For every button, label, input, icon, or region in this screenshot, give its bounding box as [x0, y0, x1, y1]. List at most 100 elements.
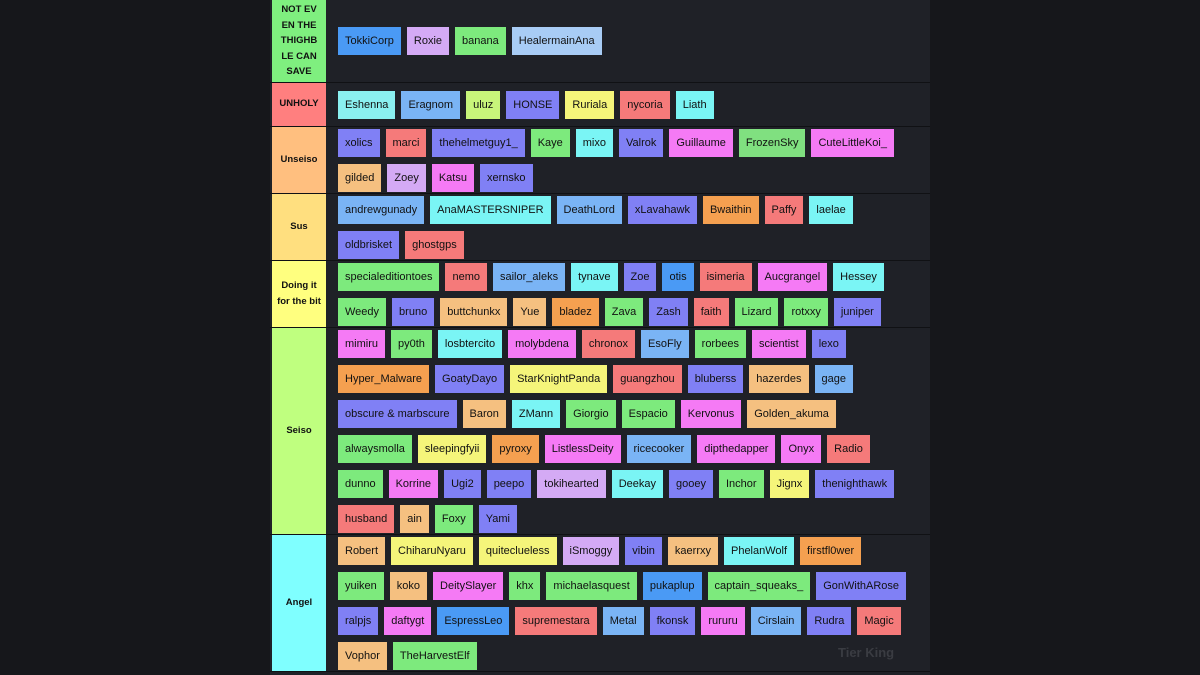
tier-item[interactable]: daftygt	[384, 606, 432, 635]
tier-item[interactable]: Guillaume	[669, 128, 733, 157]
tier-item[interactable]: bluberss	[687, 364, 744, 393]
tier-item[interactable]: molybdena	[508, 329, 576, 358]
tier-item[interactable]: Yue	[513, 297, 547, 326]
tier-item[interactable]: lexo	[811, 329, 846, 358]
tier-item[interactable]: ChiharuNyaru	[391, 536, 473, 565]
tier-item[interactable]: Eragnom	[401, 90, 461, 119]
tier-item[interactable]: rururu	[701, 606, 745, 635]
tier-item[interactable]: Roxie	[406, 27, 450, 56]
tier-item[interactable]: peepo	[486, 469, 532, 498]
tier-item[interactable]: pyroxy	[492, 434, 539, 463]
tier-item[interactable]: CuteLittleKoi_	[811, 128, 894, 157]
tier-item[interactable]: obscure & marbscure	[338, 399, 457, 428]
tier-item[interactable]: captain_squeaks_	[707, 571, 811, 600]
tier-item[interactable]: FrozenSky	[738, 128, 806, 157]
tier-item[interactable]: michaelasquest	[546, 571, 637, 600]
tier-item[interactable]: ain	[400, 504, 429, 533]
tier-item[interactable]: husband	[338, 504, 395, 533]
tier-item[interactable]: mixo	[575, 128, 613, 157]
tier-item[interactable]: Zoe	[623, 262, 657, 291]
tier-item[interactable]: Hessey	[833, 262, 884, 291]
tier-item[interactable]: Liath	[675, 90, 714, 119]
tier-item[interactable]: Korrine	[388, 469, 439, 498]
tier-item[interactable]: EsoFly	[641, 329, 689, 358]
tier-item[interactable]: banana	[455, 27, 506, 56]
tier-item[interactable]: isimeria	[699, 262, 752, 291]
tier-item[interactable]: Lizard	[734, 297, 779, 326]
tier-item[interactable]: Eshenna	[338, 90, 396, 119]
tier-item[interactable]: nemo	[445, 262, 487, 291]
tier-item[interactable]: Kaye	[530, 128, 570, 157]
tier-item[interactable]: Radio	[827, 434, 870, 463]
tier-item[interactable]: sleepingfyii	[417, 434, 487, 463]
tier-item[interactable]: firstfl0wer	[800, 536, 862, 565]
tier-item[interactable]: Hyper_Malware	[338, 364, 430, 393]
tier-item[interactable]: uluz	[466, 90, 501, 119]
tier-item[interactable]: Vophor	[338, 641, 387, 670]
tier-item[interactable]: Baron	[462, 399, 506, 428]
tier-item[interactable]: tokihearted	[537, 469, 606, 498]
tier-item[interactable]: EspressLeo	[437, 606, 510, 635]
tier-item[interactable]: Katsu	[431, 163, 474, 192]
tier-item[interactable]: khx	[509, 571, 541, 600]
tier-item[interactable]: Jignx	[769, 469, 810, 498]
tier-item[interactable]: Ugi2	[444, 469, 481, 498]
tier-item[interactable]: GonWithARose	[816, 571, 907, 600]
tier-item[interactable]: rotxxy	[784, 297, 828, 326]
tier-item[interactable]: Inchor	[719, 469, 764, 498]
tier-item[interactable]: gilded	[338, 163, 382, 192]
tier-item[interactable]: Foxy	[434, 504, 473, 533]
tier-item[interactable]: Aucgrangel	[757, 262, 828, 291]
tier-item[interactable]: DeathLord	[556, 195, 622, 224]
tier-item[interactable]: laelae	[809, 195, 853, 224]
tier-item[interactable]: supremestara	[515, 606, 597, 635]
tier-item[interactable]: Espacio	[621, 399, 675, 428]
tier-item[interactable]: Magic	[857, 606, 901, 635]
tier-item[interactable]: Robert	[338, 536, 386, 565]
tier-item[interactable]: fkonsk	[649, 606, 696, 635]
tier-item[interactable]: chronox	[581, 329, 636, 358]
tier-item[interactable]: dunno	[338, 469, 383, 498]
tier-item[interactable]: Zash	[649, 297, 688, 326]
tier-item[interactable]: tynave	[571, 262, 618, 291]
tier-item[interactable]: HONSE	[506, 90, 560, 119]
tier-item[interactable]: guangzhou	[613, 364, 682, 393]
tier-item[interactable]: Cirslain	[750, 606, 802, 635]
tier-item[interactable]: koko	[389, 571, 428, 600]
tier-item[interactable]: xLavahawk	[627, 195, 697, 224]
tier-item[interactable]: xernsko	[479, 163, 533, 192]
tier-item[interactable]: Zoey	[387, 163, 426, 192]
tier-item[interactable]: ListlessDeity	[544, 434, 621, 463]
tier-item[interactable]: Valrok	[619, 128, 664, 157]
tier-item[interactable]: bladez	[552, 297, 599, 326]
tier-item[interactable]: Paffy	[764, 195, 804, 224]
tier-item[interactable]: bruno	[392, 297, 435, 326]
tier-item[interactable]: DeitySlayer	[433, 571, 504, 600]
tier-item[interactable]: marci	[385, 128, 427, 157]
tier-item[interactable]: yuiken	[338, 571, 384, 600]
tier-item[interactable]: iSmoggy	[562, 536, 620, 565]
tier-item[interactable]: GoatyDayo	[435, 364, 505, 393]
tier-item[interactable]: ricecooker	[626, 434, 692, 463]
tier-item[interactable]: HealermainAna	[511, 27, 602, 56]
tier-item[interactable]: hazerdes	[749, 364, 809, 393]
tier-item[interactable]: Yami	[478, 504, 517, 533]
tier-item[interactable]: xolics	[338, 128, 380, 157]
tier-item[interactable]: mimiru	[338, 329, 385, 358]
tier-item[interactable]: PhelanWolf	[723, 536, 795, 565]
tier-item[interactable]: Metal	[602, 606, 644, 635]
tier-item[interactable]: scientist	[751, 329, 806, 358]
tier-item[interactable]: Golden_akuma	[747, 399, 836, 428]
tier-item[interactable]: Rudra	[807, 606, 852, 635]
tier-item[interactable]: dipthedapper	[697, 434, 776, 463]
tier-item[interactable]: andrewgunady	[338, 195, 425, 224]
tier-item[interactable]: Ruriala	[565, 90, 615, 119]
tier-item[interactable]: sailor_aleks	[492, 262, 566, 291]
tier-item[interactable]: vibin	[625, 536, 662, 565]
tier-item[interactable]: Weedy	[338, 297, 387, 326]
tier-item[interactable]: py0th	[391, 329, 432, 358]
tier-item[interactable]: thehelmetguy1_	[432, 128, 525, 157]
tier-item[interactable]: Bwaithin	[702, 195, 759, 224]
tier-item[interactable]: oldbrisket	[338, 230, 400, 259]
tier-item[interactable]: ralpjs	[338, 606, 379, 635]
